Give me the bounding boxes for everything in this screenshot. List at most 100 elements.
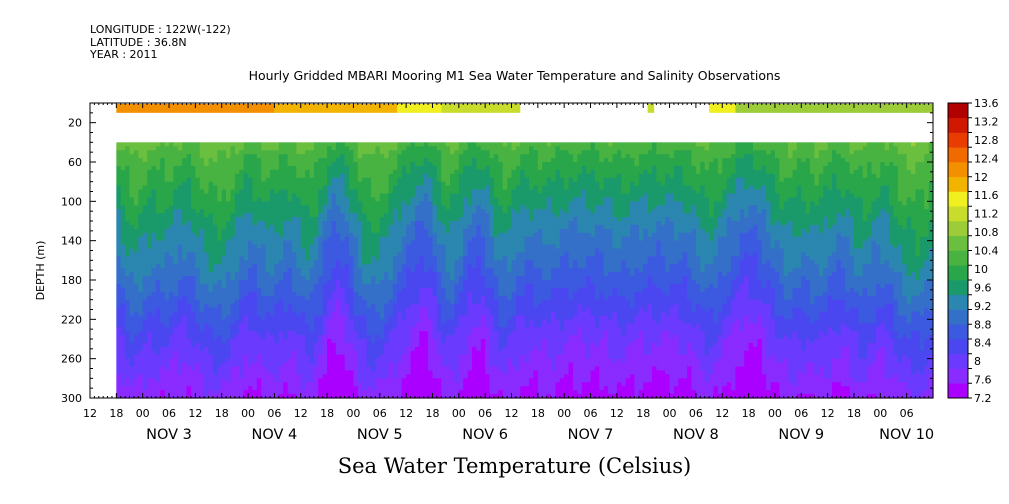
heatmap-cell xyxy=(212,252,218,257)
heatmap-cell xyxy=(256,162,262,167)
heatmap-cell xyxy=(305,394,311,399)
heatmap-cell xyxy=(261,295,267,301)
heatmap-cell xyxy=(147,327,153,332)
heatmap-cell xyxy=(182,283,188,289)
heatmap-cell xyxy=(436,382,442,387)
heatmap-cell xyxy=(278,362,284,368)
heatmap-cell xyxy=(296,307,302,313)
heatmap-cell xyxy=(331,354,337,360)
heatmap-cell xyxy=(252,307,258,313)
heatmap-cell xyxy=(256,390,262,395)
heatmap-cell xyxy=(199,189,205,195)
heatmap-cell xyxy=(410,142,416,147)
heatmap-cell xyxy=(410,354,416,360)
heatmap-cell xyxy=(327,213,333,218)
heatmap-cell xyxy=(212,358,218,364)
heatmap-cell xyxy=(432,382,438,387)
heatmap-cell xyxy=(248,193,254,198)
heatmap-cell xyxy=(371,362,376,368)
heatmap-cell xyxy=(270,280,276,285)
heatmap-cell xyxy=(270,150,276,155)
heatmap-cell xyxy=(120,228,126,234)
heatmap-cell xyxy=(445,162,451,167)
heatmap-cell xyxy=(116,287,122,293)
heatmap-cell xyxy=(155,394,161,399)
heatmap-cell xyxy=(432,378,438,383)
heatmap-cell xyxy=(186,201,192,206)
heatmap-cell xyxy=(392,142,398,147)
heatmap-cell xyxy=(182,146,188,151)
heatmap-cell xyxy=(357,169,363,175)
heatmap-cell xyxy=(305,386,311,391)
heatmap-cell xyxy=(428,319,434,324)
heatmap-cell xyxy=(340,283,346,289)
heatmap-cell xyxy=(313,158,319,163)
heatmap-cell xyxy=(234,311,240,316)
heatmap-cell xyxy=(375,165,381,171)
heatmap-cell xyxy=(414,260,420,265)
heatmap-cell xyxy=(384,370,390,375)
heatmap-cell xyxy=(243,228,249,234)
heatmap-cell xyxy=(270,394,276,399)
heatmap-cell xyxy=(160,327,166,332)
heatmap-cell xyxy=(155,287,161,293)
heatmap-cell xyxy=(313,236,319,242)
heatmap-cell xyxy=(274,382,280,387)
heatmap-cell xyxy=(195,205,201,210)
heatmap-cell xyxy=(129,378,135,383)
heatmap-cell xyxy=(190,319,196,324)
heatmap-cell xyxy=(406,315,412,320)
heatmap-cell xyxy=(362,354,368,360)
heatmap-cell xyxy=(199,150,205,155)
heatmap-cell xyxy=(217,390,223,395)
heatmap-cell xyxy=(252,323,258,328)
heatmap-cell xyxy=(428,346,434,352)
heatmap-cell xyxy=(419,142,425,147)
heatmap-cell xyxy=(160,303,166,309)
heatmap-cell xyxy=(327,283,333,289)
heatmap-cell xyxy=(322,162,328,167)
heatmap-cell xyxy=(441,323,447,328)
heatmap-cell xyxy=(309,240,315,246)
heatmap-cell xyxy=(204,244,210,250)
heatmap-cell xyxy=(414,162,420,167)
heatmap-cell xyxy=(401,252,407,257)
heatmap-cell xyxy=(340,370,346,375)
heatmap-cell xyxy=(327,193,333,198)
heatmap-cell xyxy=(450,272,456,277)
heatmap-cell xyxy=(392,158,398,163)
heatmap-cell xyxy=(313,342,319,348)
heatmap-cell xyxy=(357,264,363,269)
heatmap-cell xyxy=(230,272,236,277)
heatmap-cell xyxy=(291,256,297,261)
heatmap-cell xyxy=(199,244,205,250)
heatmap-cell xyxy=(221,323,227,328)
heatmap-cell xyxy=(322,276,328,281)
heatmap-cell xyxy=(371,146,376,151)
heatmap-cell xyxy=(116,150,122,155)
heatmap-cell xyxy=(234,248,240,254)
heatmap-cell xyxy=(397,362,403,368)
heatmap-cell xyxy=(256,189,262,195)
heatmap-cell xyxy=(379,283,385,289)
heatmap-cell xyxy=(441,362,447,368)
heatmap-cell xyxy=(230,193,236,198)
heatmap-cell xyxy=(441,169,447,175)
heatmap-cell xyxy=(169,280,175,285)
heatmap-cell xyxy=(357,394,363,399)
heatmap-cell xyxy=(296,193,302,198)
heatmap-cell xyxy=(296,319,302,324)
heatmap-cell xyxy=(436,264,442,269)
heatmap-cell xyxy=(379,331,385,336)
heatmap-cell xyxy=(450,295,456,301)
heatmap-cell xyxy=(125,169,131,175)
heatmap-cell xyxy=(375,236,381,242)
heatmap-cell xyxy=(414,165,420,171)
heatmap-cell xyxy=(410,327,416,332)
heatmap-cell xyxy=(125,386,131,391)
heatmap-cell xyxy=(414,390,420,395)
heatmap-cell xyxy=(190,335,196,340)
heatmap-cell xyxy=(419,268,425,273)
heatmap-cell xyxy=(384,165,390,171)
heatmap-cell xyxy=(142,386,148,391)
